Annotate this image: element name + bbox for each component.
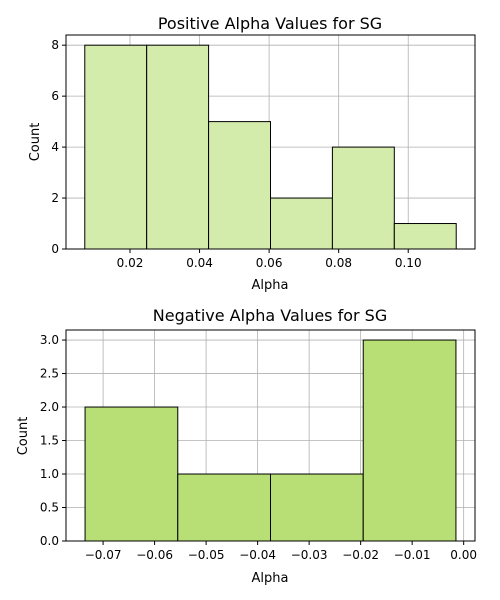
y-tick-label: 8 [51, 38, 59, 52]
y-tick-label: 1.0 [40, 467, 59, 481]
histogram-bar [331, 146, 395, 250]
y-tick-label: 2.5 [40, 367, 59, 381]
x-tick-label: −0.06 [136, 548, 173, 562]
axis-ticks: 0.02 0.04 0.06 0.08 0.10 0 2 4 6 8 [51, 38, 421, 270]
histogram-bar [270, 473, 364, 542]
histogram-bar [146, 44, 210, 250]
chart-title: Positive Alpha Values for SG [158, 14, 382, 33]
x-tick-label: 0.00 [450, 548, 477, 562]
histogram-bar [84, 406, 179, 542]
y-tick-label: 2.0 [40, 400, 59, 414]
y-tick-label: 3.0 [40, 333, 59, 347]
chart-title: Negative Alpha Values for SG [153, 306, 387, 325]
y-tick-label: 0.0 [40, 534, 59, 548]
x-tick-label: 0.04 [186, 256, 213, 270]
y-axis-label: Count [28, 123, 43, 162]
plot-area-frame [65, 34, 476, 250]
y-tick-label: 1.5 [40, 434, 59, 448]
chart-negative-alpha: Negative Alpha Values for SG −0.07 −0.06−… [16, 306, 477, 586]
y-tick-label: 0 [51, 242, 59, 256]
histogram-bar [270, 197, 333, 250]
x-tick-label: −0.04 [239, 548, 276, 562]
histogram-bar [208, 121, 271, 250]
chart-positive-alpha: Positive Alpha Values for SG 0.02 0.04 0.0… [28, 14, 476, 293]
axis-ticks: −0.07 −0.06 −0.05 −0.04 −0.03 −0.02 −0.01 0.00 0… [40, 333, 477, 562]
x-tick-label: 0.10 [395, 256, 422, 270]
plot-area-frame [65, 329, 476, 542]
histogram-bar [393, 223, 457, 250]
y-tick-label: 6 [51, 89, 59, 103]
x-tick-label: 0.08 [325, 256, 352, 270]
x-axis-label: Alpha [252, 278, 289, 293]
y-tick-label: 4 [51, 140, 59, 154]
histogram-bar [177, 473, 272, 542]
y-axis-label: Count [16, 417, 31, 456]
y-tick-label: 0.5 [40, 501, 59, 515]
x-tick-label: 0.02 [117, 256, 144, 270]
histogram-bar [362, 339, 457, 542]
x-tick-label: −0.07 [85, 548, 122, 562]
histogram-bar [84, 44, 148, 250]
x-tick-label: −0.05 [188, 548, 225, 562]
x-tick-label: −0.03 [291, 548, 328, 562]
y-tick-label: 2 [51, 191, 59, 205]
bars [84, 44, 457, 250]
x-tick-label: −0.01 [394, 548, 431, 562]
x-axis-label: Alpha [252, 571, 289, 586]
bars [84, 339, 457, 542]
x-tick-label: −0.02 [342, 548, 379, 562]
x-tick-label: 0.06 [256, 256, 283, 270]
